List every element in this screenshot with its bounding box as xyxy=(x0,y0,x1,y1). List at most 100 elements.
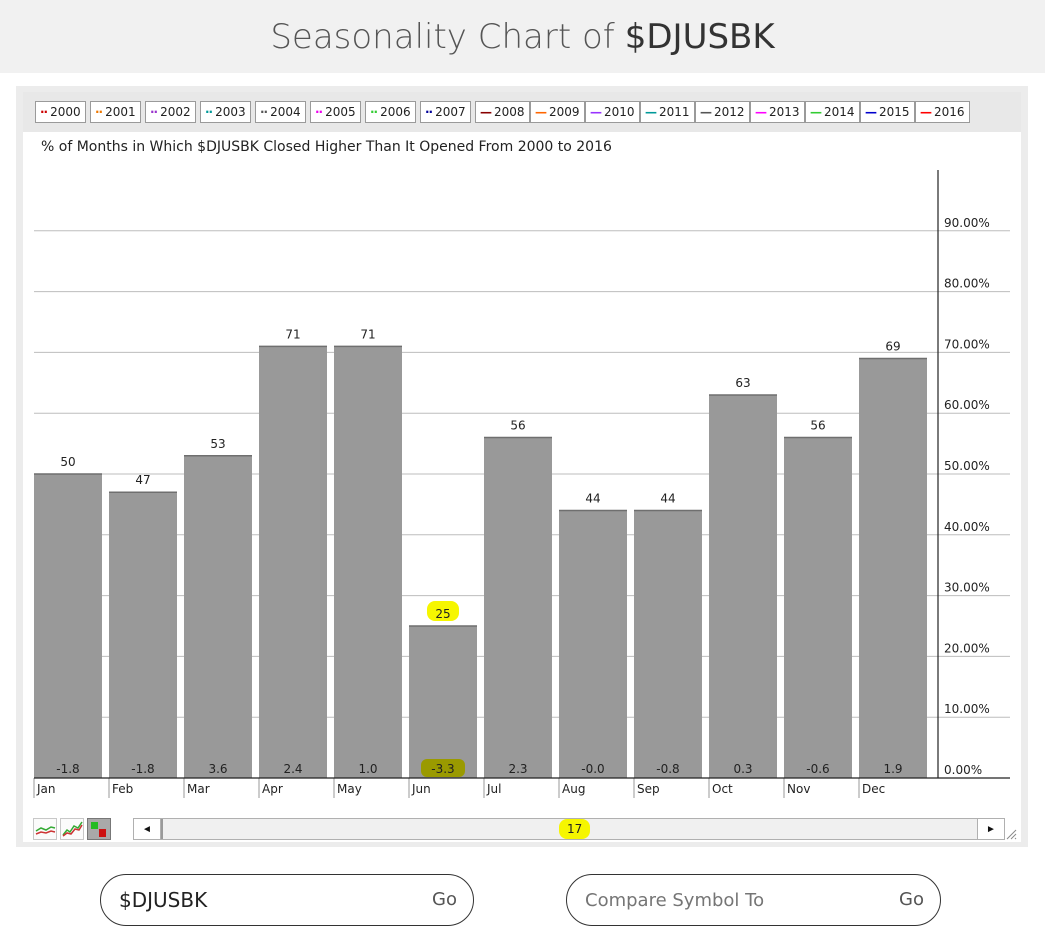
seasonality-bar-chart: 0.00% 10.00% 20.00% 30.00% 40.00% 50.00% 60.00… xyxy=(33,170,1010,798)
legend-label: 2012 xyxy=(714,105,745,119)
legend-label: 2010 xyxy=(604,105,635,119)
date-range-scrollbar[interactable]: ◄ 17 ► xyxy=(133,818,1005,840)
x-tick-label: Aug xyxy=(562,782,585,796)
x-tick-label: Apr xyxy=(262,782,283,796)
legend-label: 2008 xyxy=(494,105,525,119)
bar-value-label: 69 xyxy=(885,339,900,353)
x-tick-label: Jan xyxy=(36,782,56,796)
bar-jun xyxy=(409,626,477,778)
bar-oct xyxy=(709,394,777,778)
legend-swatch-icon: — xyxy=(480,105,492,119)
scrollbar-thumb[interactable]: 17 xyxy=(161,819,979,839)
legend-item-2015[interactable]: —2015 xyxy=(860,101,915,123)
legend-item-2006[interactable]: ·· 2006 xyxy=(365,101,416,123)
bar-mar xyxy=(184,455,252,778)
symbol-search-box: Go xyxy=(100,874,474,926)
y-tick-label: 20.00% xyxy=(944,641,990,655)
bar-jan xyxy=(34,474,102,778)
y-tick-label: 0.00% xyxy=(944,763,982,777)
bar-value-label: 47 xyxy=(135,473,150,487)
bar-value-label: 50 xyxy=(60,455,75,469)
bar-dec xyxy=(859,358,927,778)
compare-symbol-input[interactable] xyxy=(585,887,875,913)
bar-change-label: 2.4 xyxy=(283,762,302,776)
legend-item-2002[interactable]: ·· 2002 xyxy=(145,101,196,123)
legend-label: 2016 xyxy=(934,105,965,119)
bar-value-label: 71 xyxy=(360,327,375,341)
legend-swatch-icon: ·· xyxy=(205,105,213,119)
resize-grip-icon[interactable] xyxy=(1005,828,1017,840)
legend-item-2005[interactable]: ·· 2005 xyxy=(310,101,361,123)
year-legend: ·· 2000 ·· 2001 ·· 2002 ·· 2003 ·· 2004 ·· 2005 ·· 20… xyxy=(23,92,1021,132)
legend-item-2009[interactable]: —2009 xyxy=(530,101,585,123)
bar-value-label: 56 xyxy=(510,419,525,433)
legend-label: 2004 xyxy=(270,105,301,119)
x-tick-label: Nov xyxy=(787,782,810,796)
legend-label: 2015 xyxy=(879,105,910,119)
legend-item-2014[interactable]: —2014 xyxy=(805,101,860,123)
legend-swatch-icon: — xyxy=(920,105,932,119)
performance-chart-icon[interactable] xyxy=(60,818,84,840)
legend-item-2016[interactable]: —2016 xyxy=(915,101,970,123)
y-tick-label: 10.00% xyxy=(944,702,990,716)
legend-item-2011[interactable]: —2011 xyxy=(640,101,695,123)
legend-label: 2011 xyxy=(659,105,690,119)
year-count: 17 xyxy=(559,819,591,839)
legend-swatch-icon: ·· xyxy=(40,105,48,119)
x-tick-label: Feb xyxy=(112,782,133,796)
legend-item-2013[interactable]: —2013 xyxy=(750,101,805,123)
legend-item-2003[interactable]: ·· 2003 xyxy=(200,101,251,123)
scroll-left-arrow-icon[interactable]: ◄ xyxy=(134,819,161,839)
legend-item-2007[interactable]: ·· 2007 xyxy=(420,101,471,123)
bar-change-label: -0.0 xyxy=(581,762,604,776)
legend-swatch-icon: — xyxy=(645,105,657,119)
compare-go-button[interactable]: Go xyxy=(899,889,924,910)
legend-label: 2014 xyxy=(824,105,855,119)
bar-value-label: 56 xyxy=(810,419,825,433)
legend-swatch-icon: — xyxy=(865,105,877,119)
compare-symbol-box: Go xyxy=(566,874,941,926)
chart-toolbar: ◄ 17 ► xyxy=(23,810,1021,842)
legend-swatch-icon: ·· xyxy=(150,105,158,119)
legend-swatch-icon: ·· xyxy=(260,105,268,119)
scroll-right-arrow-icon[interactable]: ► xyxy=(977,819,1004,839)
page-title-symbol: $DJUSBK xyxy=(624,16,775,57)
bar-change-label: 1.9 xyxy=(883,762,902,776)
legend-item-2010[interactable]: —2010 xyxy=(585,101,640,123)
chart-title: % of Months in Which $DJUSBK Closed High… xyxy=(41,139,612,155)
y-tick-label: 30.00% xyxy=(944,581,990,595)
highlight-marker xyxy=(421,759,465,777)
legend-label: 2002 xyxy=(160,105,191,119)
line-chart-icon[interactable] xyxy=(33,818,57,840)
bar-value-label: 25 xyxy=(435,607,450,621)
legend-swatch-icon: ·· xyxy=(95,105,103,119)
legend-item-2012[interactable]: —2012 xyxy=(695,101,750,123)
bar-change-label: -3.3 xyxy=(431,762,454,776)
symbol-go-button[interactable]: Go xyxy=(432,889,457,910)
legend-label: 2001 xyxy=(105,105,136,119)
legend-label: 2013 xyxy=(769,105,800,119)
x-tick-label: Jun xyxy=(411,782,431,796)
symbol-input[interactable] xyxy=(119,887,409,913)
legend-swatch-icon: — xyxy=(590,105,602,119)
bar-change-label: 3.6 xyxy=(208,762,227,776)
x-tick-label: May xyxy=(337,782,362,796)
y-tick-label: 60.00% xyxy=(944,398,990,412)
chart-area: ·· 2000 ·· 2001 ·· 2002 ·· 2003 ·· 2004 ·· 2005 ·· 20… xyxy=(23,92,1021,842)
legend-label: 2006 xyxy=(380,105,411,119)
legend-item-2008[interactable]: —2008 xyxy=(475,101,530,123)
y-tick-label: 80.00% xyxy=(944,277,990,291)
bar-feb xyxy=(109,492,177,778)
legend-swatch-icon: — xyxy=(810,105,822,119)
y-tick-label: 40.00% xyxy=(944,520,990,534)
bar-change-label: 1.0 xyxy=(358,762,377,776)
x-tick-label: Sep xyxy=(637,782,660,796)
legend-item-2001[interactable]: ·· 2001 xyxy=(90,101,141,123)
legend-label: 2007 xyxy=(435,105,466,119)
x-tick-label: Jul xyxy=(486,782,501,796)
bar-value-label: 44 xyxy=(585,491,600,505)
bar-may xyxy=(334,346,402,778)
bar-chart-icon[interactable] xyxy=(87,818,111,840)
legend-item-2000[interactable]: ·· 2000 xyxy=(35,101,86,123)
legend-item-2004[interactable]: ·· 2004 xyxy=(255,101,306,123)
